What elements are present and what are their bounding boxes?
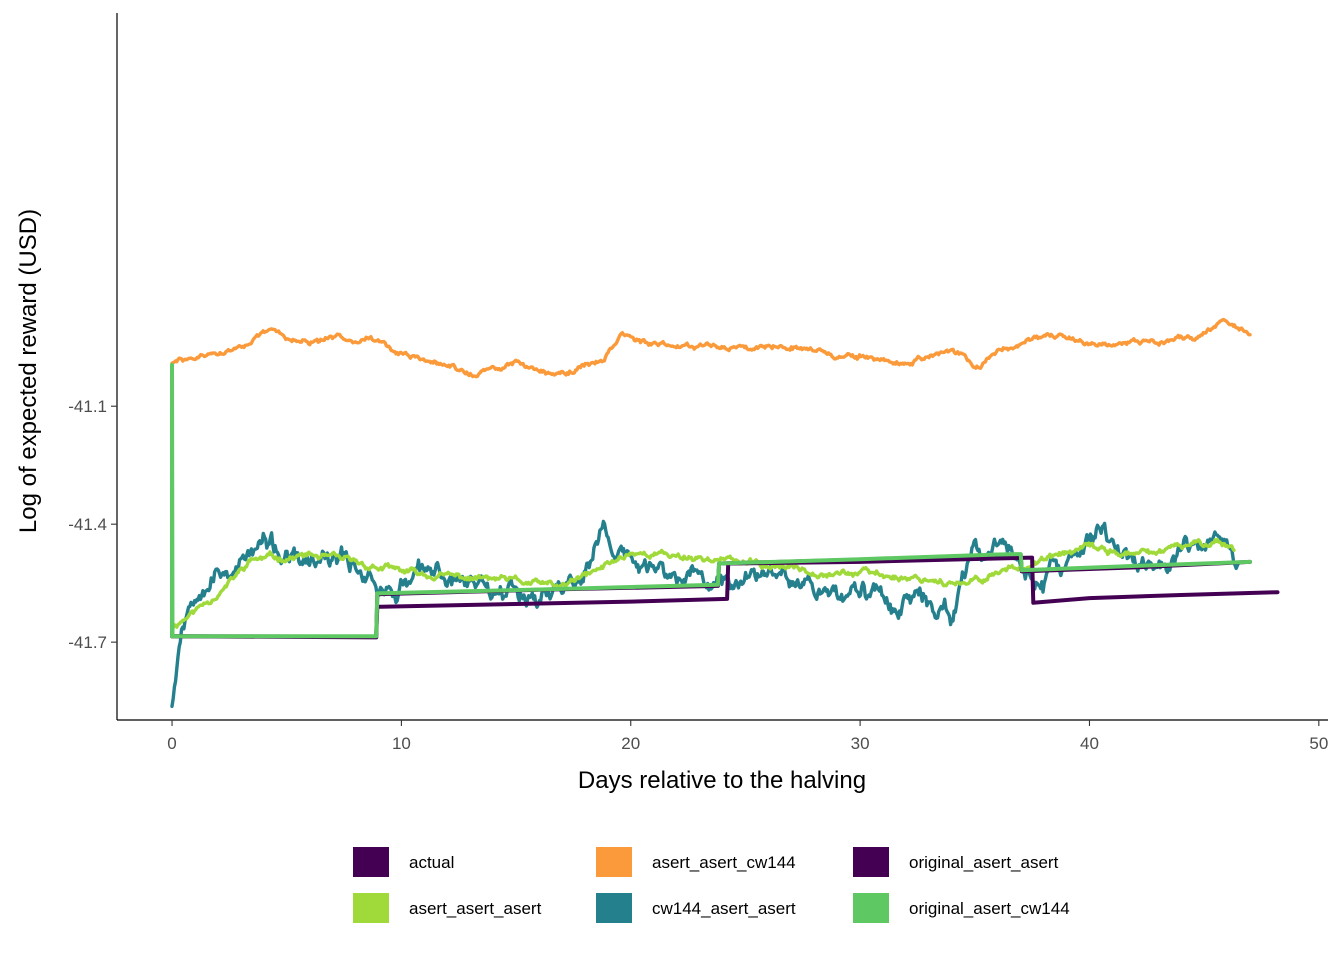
legend-label-asert_asert_asert: asert_asert_asert — [409, 899, 542, 918]
x-tick-label: 40 — [1080, 734, 1099, 753]
series-line-asert_asert_cw144 — [170, 317, 1252, 379]
y-tick-label: -41.7 — [68, 633, 107, 652]
ticks: 0 10 20 30 40 50 -41.7 -41.4 -41.1 — [68, 397, 1328, 753]
legend-swatch-asert_asert_asert — [353, 893, 389, 923]
x-tick-label: 10 — [392, 734, 411, 753]
y-tick-label: -41.4 — [68, 515, 107, 534]
series-layer — [170, 317, 1280, 708]
legend-label-cw144_asert_asert: cw144_asert_asert — [652, 899, 796, 918]
series-line-original_asert_cw144 — [170, 362, 1252, 639]
x-tick-label: 20 — [621, 734, 640, 753]
legend-label-original_asert_cw144: original_asert_cw144 — [909, 899, 1070, 918]
x-tick-label: 0 — [167, 734, 176, 753]
legend-label-actual: actual — [409, 853, 454, 872]
x-tick-label: 50 — [1309, 734, 1328, 753]
y-tick-label: -41.1 — [68, 397, 107, 416]
x-axis-title: Days relative to the halving — [578, 767, 866, 794]
legend: actual asert_asert_asert asert_asert_cw144… — [353, 847, 1070, 923]
legend-swatch-asert_asert_cw144 — [596, 847, 632, 877]
x-tick-label: 30 — [851, 734, 870, 753]
legend-swatch-original_asert_cw144 — [853, 893, 889, 923]
axes — [116, 13, 1328, 721]
series-line-asert_asert_asert — [170, 537, 1236, 630]
legend-swatch-actual — [353, 847, 389, 877]
legend-label-asert_asert_cw144: asert_asert_cw144 — [652, 853, 796, 872]
legend-swatch-cw144_asert_asert — [596, 893, 632, 923]
y-axis-title: Log of expected reward (USD) — [15, 209, 42, 533]
legend-swatch-original_asert_asert — [853, 847, 889, 877]
legend-label-original_asert_asert: original_asert_asert — [909, 853, 1059, 872]
